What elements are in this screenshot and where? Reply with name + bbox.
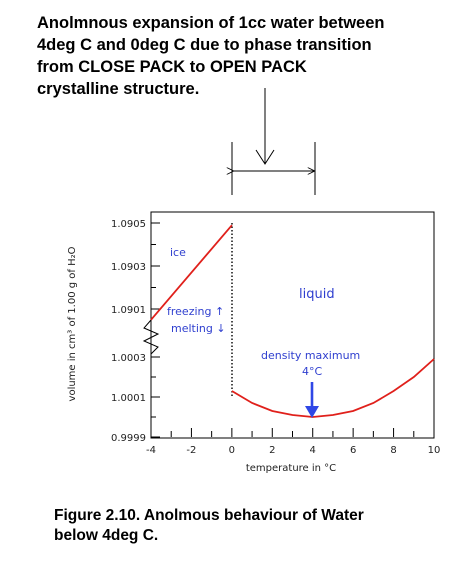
ice-label: ice — [170, 246, 186, 259]
axis-break-icon — [142, 319, 160, 355]
heading-line: Anolmnous expansion of 1cc water between — [37, 14, 385, 32]
x-tick-label: -4 — [146, 445, 156, 456]
liquid-label: liquid — [299, 287, 335, 302]
heading-annotation: Anolmnous expansion of 1cc water between… — [37, 12, 462, 100]
density-max-temp-label: 4°C — [302, 365, 322, 378]
density-max-label: density maximum — [261, 349, 360, 362]
y-tick-label: 1.0905 — [111, 219, 146, 230]
liquid-curve — [231, 358, 435, 418]
x-tick-label: 6 — [350, 445, 356, 456]
freezing-label: freezing ↑ — [167, 305, 224, 318]
heading-line: from CLOSE PACK to OPEN PACK — [37, 58, 307, 76]
x-tick-label: 10 — [428, 445, 441, 456]
caption-line: below 4deg C. — [54, 527, 159, 544]
melting-label: melting ↓ — [171, 322, 226, 335]
y-tick-label: 1.0001 — [111, 393, 146, 404]
y-tick-label: 0.9999 — [111, 433, 146, 444]
x-tick-label: 2 — [269, 445, 275, 456]
plot-frame — [150, 211, 435, 439]
x-tick-label: 0 — [229, 445, 235, 456]
y-tick-label: 1.0003 — [111, 353, 146, 364]
heading-line: 4deg C and 0deg C due to phase transitio… — [37, 36, 372, 54]
x-tick-label: -2 — [186, 445, 196, 456]
caption-line: Figure 2.10. Anolmous behaviour of Water — [54, 507, 364, 524]
y-tick-label: 1.0901 — [111, 305, 146, 316]
x-axis-title: temperature in °C — [246, 463, 336, 474]
x-tick-label: 4 — [310, 445, 316, 456]
heading-line: crystalline structure. — [37, 80, 200, 98]
y-axis-title: volume in cm³ of 1.00 g of H₂O — [67, 246, 78, 401]
x-tick-label: 8 — [390, 445, 396, 456]
y-tick-label: 1.0903 — [111, 262, 146, 273]
ice-curve — [150, 224, 233, 321]
pointer-arrow-icon — [255, 149, 275, 165]
density-arrow-head-icon — [305, 406, 319, 418]
figure-caption: Figure 2.10. Anolmous behaviour of Water… — [54, 506, 464, 546]
